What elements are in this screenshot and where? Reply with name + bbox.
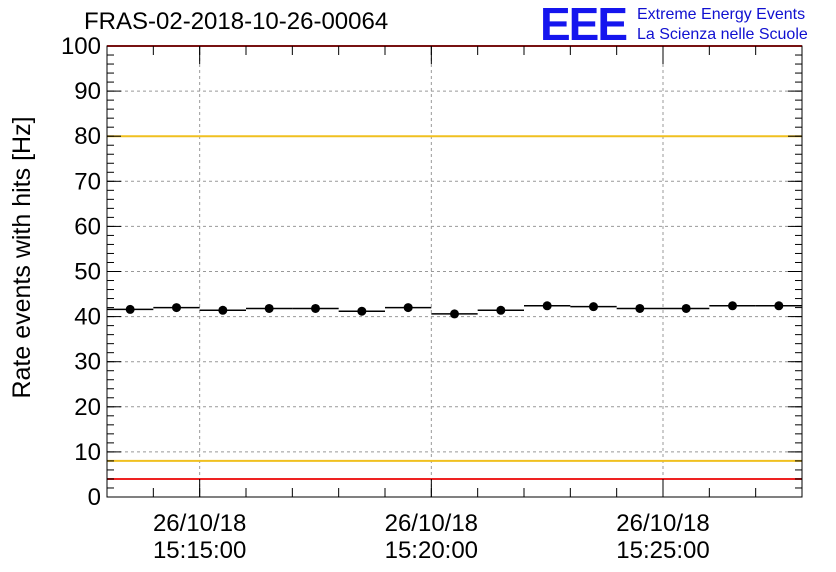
x-tick-labels: 26/10/1815:15:0026/10/1815:20:0026/10/18… [153,510,710,564]
y-tick-label: 20 [74,394,101,421]
data-point [264,303,274,313]
logo-tagline-1: Extreme Energy Events [637,6,806,23]
x-tick-label-time: 15:20:00 [385,537,478,564]
y-tick-labels: 0 10 20 30 40 50 60 70 80 90 100 [61,33,101,511]
logo-tagline-2: La Scienza nelle Scuole [637,26,808,43]
y-tick-label: 50 [74,259,101,286]
x-tick-label-time: 15:15:00 [153,537,246,564]
x-tick-label-time: 15:25:00 [616,537,709,564]
y-tick-label: 90 [74,78,101,105]
data-point [635,303,645,313]
x-tick-label-date: 26/10/18 [385,510,478,537]
y-tick-label: 100 [61,33,101,60]
data-point [681,303,691,313]
chart-title: FRAS-02-2018-10-26-00064 [84,8,389,35]
y-tick-label: 0 [88,484,101,511]
data-point [728,301,737,311]
data-point [311,303,320,313]
data-series [107,301,802,319]
y-tick-label: 40 [74,304,101,331]
data-point [403,303,413,313]
reference-lines [107,45,802,480]
data-point [774,301,784,311]
y-tick-label: 60 [74,213,101,240]
y-axis-label: Rate events with hits [Hz] [8,116,36,398]
data-point [125,304,135,314]
eee-logo-mark: EEE [540,0,628,50]
data-point [357,306,367,316]
data-point [450,309,459,319]
y-tick-label: 80 [74,123,101,150]
y-tick-label: 70 [74,168,101,195]
data-point [496,305,506,315]
x-tick-label-date: 26/10/18 [153,510,246,537]
x-tick-label-date: 26/10/18 [616,510,709,537]
data-point [589,302,598,312]
data-point [542,301,552,311]
grid-lines [107,46,802,497]
plot-frame [106,45,803,498]
data-point [218,305,228,315]
data-point [172,303,181,313]
y-tick-label: 10 [74,439,101,466]
y-tick-label: 30 [74,349,101,376]
